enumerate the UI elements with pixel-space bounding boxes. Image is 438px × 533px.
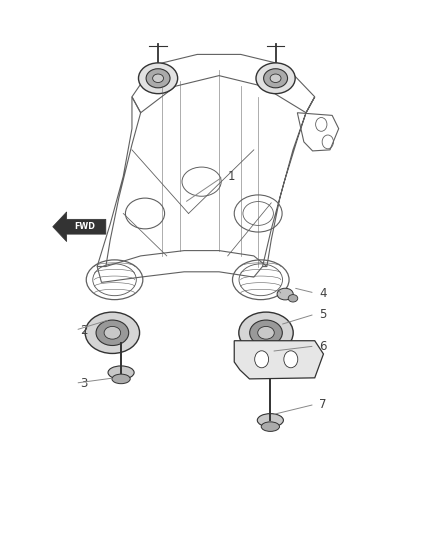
Ellipse shape bbox=[258, 326, 274, 339]
Ellipse shape bbox=[264, 69, 288, 88]
Circle shape bbox=[284, 351, 298, 368]
Ellipse shape bbox=[112, 374, 130, 384]
Ellipse shape bbox=[261, 422, 279, 431]
Ellipse shape bbox=[138, 63, 178, 94]
Ellipse shape bbox=[277, 288, 293, 300]
Text: FWD: FWD bbox=[74, 222, 95, 231]
Ellipse shape bbox=[239, 312, 293, 353]
Text: 1: 1 bbox=[228, 170, 235, 183]
Text: 4: 4 bbox=[319, 287, 327, 300]
Text: 6: 6 bbox=[319, 340, 327, 352]
Ellipse shape bbox=[104, 326, 120, 339]
Ellipse shape bbox=[270, 74, 281, 83]
Text: 5: 5 bbox=[319, 308, 326, 321]
Ellipse shape bbox=[288, 295, 298, 302]
Ellipse shape bbox=[108, 366, 134, 379]
Text: 3: 3 bbox=[80, 377, 87, 390]
Ellipse shape bbox=[96, 320, 129, 345]
Text: 7: 7 bbox=[319, 398, 327, 411]
Ellipse shape bbox=[256, 63, 295, 94]
Polygon shape bbox=[53, 212, 106, 241]
Circle shape bbox=[254, 351, 268, 368]
Ellipse shape bbox=[257, 414, 283, 427]
Ellipse shape bbox=[146, 69, 170, 88]
Polygon shape bbox=[234, 341, 323, 379]
Ellipse shape bbox=[152, 74, 163, 83]
Text: 2: 2 bbox=[80, 324, 87, 337]
Ellipse shape bbox=[250, 320, 283, 345]
Ellipse shape bbox=[85, 312, 140, 353]
